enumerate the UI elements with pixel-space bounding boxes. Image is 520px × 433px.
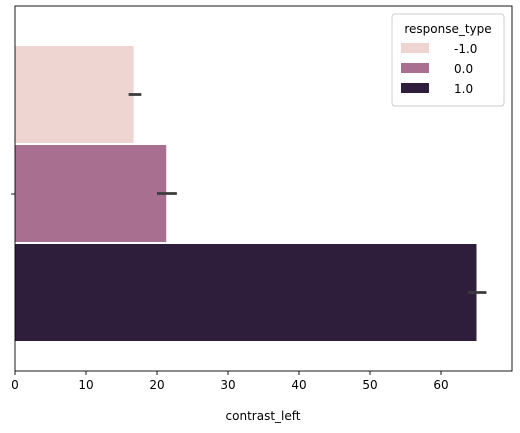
x-tick-label: 10	[78, 378, 93, 392]
x-tick-label: 0	[11, 378, 19, 392]
x-tick-label: 40	[291, 378, 306, 392]
legend-swatch-0.0	[401, 63, 429, 73]
legend-swatch-1.0	[401, 83, 429, 93]
error-bars-group	[128, 93, 487, 294]
legend-entries: -1.0 0.0 1.0	[401, 42, 477, 96]
legend-label-1.0: 1.0	[454, 82, 473, 96]
x-axis-ticks: 0 10 20 30 40 50 60	[11, 371, 449, 392]
x-tick-label: 30	[220, 378, 235, 392]
x-axis-label: contrast_left	[226, 409, 301, 423]
legend-label-0.0: 0.0	[454, 62, 473, 76]
x-tick-label: 20	[149, 378, 164, 392]
bars-group	[15, 46, 477, 341]
legend: response_type -1.0 0.0 1.0	[391, 13, 505, 107]
legend-swatch--1.0	[401, 43, 429, 53]
bar-1.0	[15, 244, 477, 341]
bar--1.0	[15, 46, 134, 143]
legend-title: response_type	[404, 22, 491, 36]
plot-frame	[14, 5, 513, 372]
x-tick-label: 50	[362, 378, 377, 392]
bar-0.0	[15, 145, 167, 242]
legend-label--1.0: -1.0	[454, 42, 477, 56]
x-tick-label: 60	[433, 378, 448, 392]
